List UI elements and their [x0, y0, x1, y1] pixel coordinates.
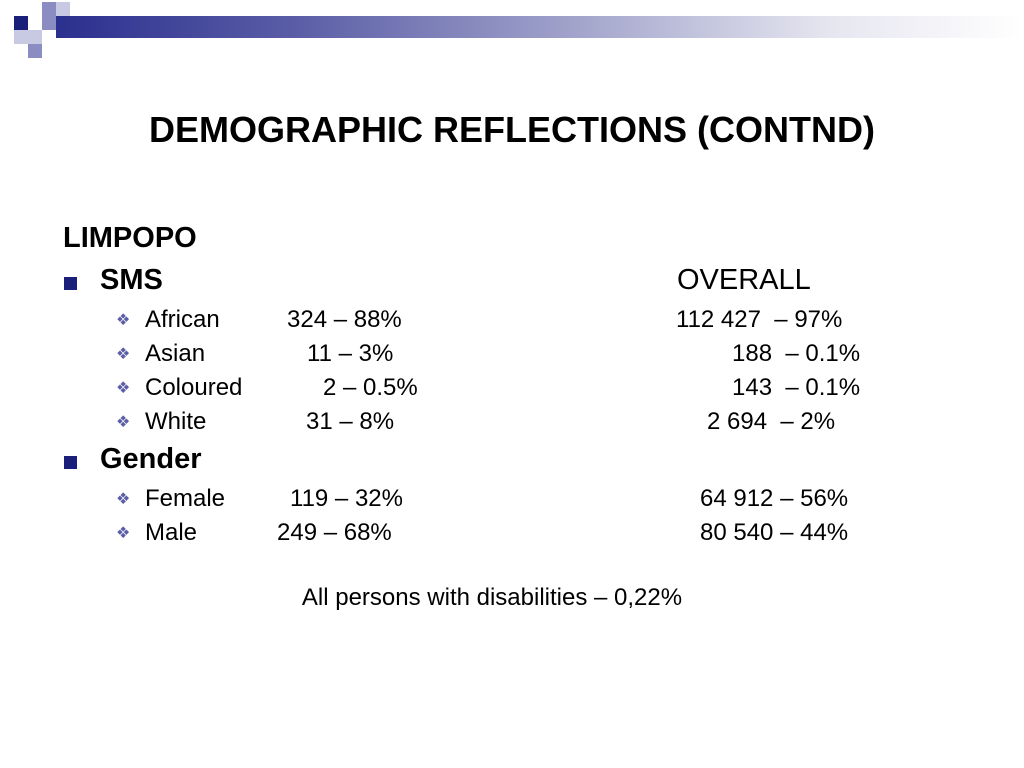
diamond-bullet-icon: ❖ — [116, 380, 131, 397]
diamond-bullet-icon: ❖ — [116, 525, 131, 542]
section-heading-gender: Gender — [100, 443, 202, 475]
row-sms-value: 119 – 32% — [290, 485, 403, 512]
square-bullet-icon — [64, 277, 77, 290]
diamond-bullet-icon: ❖ — [116, 414, 131, 431]
header-square-icon — [42, 2, 56, 16]
row-overall-value: 64 912 – 56% — [700, 485, 849, 512]
header-square-icon — [28, 30, 42, 44]
row-overall-value: 188 – 0.1% — [732, 340, 861, 367]
header-square-icon — [14, 30, 28, 44]
square-bullet-icon — [64, 456, 77, 469]
row-label: Female — [145, 485, 226, 512]
disabilities-footnote: All persons with disabilities – 0,22% — [301, 584, 683, 611]
header-square-icon — [42, 16, 56, 30]
row-label: White — [145, 408, 207, 435]
row-label: African — [145, 306, 220, 333]
overall-heading: OVERALL — [677, 264, 811, 296]
diamond-bullet-icon: ❖ — [116, 491, 131, 508]
header-decoration — [0, 0, 1024, 62]
row-label: Coloured — [145, 374, 243, 401]
row-overall-value: 2 694 – 2% — [707, 408, 836, 435]
row-sms-value: 11 – 3% — [307, 340, 394, 367]
region-heading: LIMPOPO — [63, 222, 197, 254]
header-square-icon — [28, 44, 42, 58]
row-label: Male — [145, 519, 198, 546]
slide-title: DEMOGRAPHIC REFLECTIONS (CONTND) — [149, 109, 875, 150]
row-overall-value: 143 – 0.1% — [732, 374, 861, 401]
section-heading-sms: SMS — [100, 264, 163, 296]
row-label: Asian — [145, 340, 206, 367]
row-sms-value: 249 – 68% — [277, 519, 392, 546]
header-gradient-bar — [56, 16, 1024, 38]
header-square-icon — [56, 2, 70, 16]
diamond-bullet-icon: ❖ — [116, 312, 131, 329]
row-sms-value: 2 – 0.5% — [323, 374, 418, 401]
diamond-bullet-icon: ❖ — [116, 346, 131, 363]
row-sms-value: 324 – 88% — [287, 306, 402, 333]
row-sms-value: 31 – 8% — [306, 408, 395, 435]
row-overall-value: 80 540 – 44% — [700, 519, 849, 546]
header-square-icon — [14, 16, 28, 30]
row-overall-value: 112 427 – 97% — [676, 306, 843, 333]
